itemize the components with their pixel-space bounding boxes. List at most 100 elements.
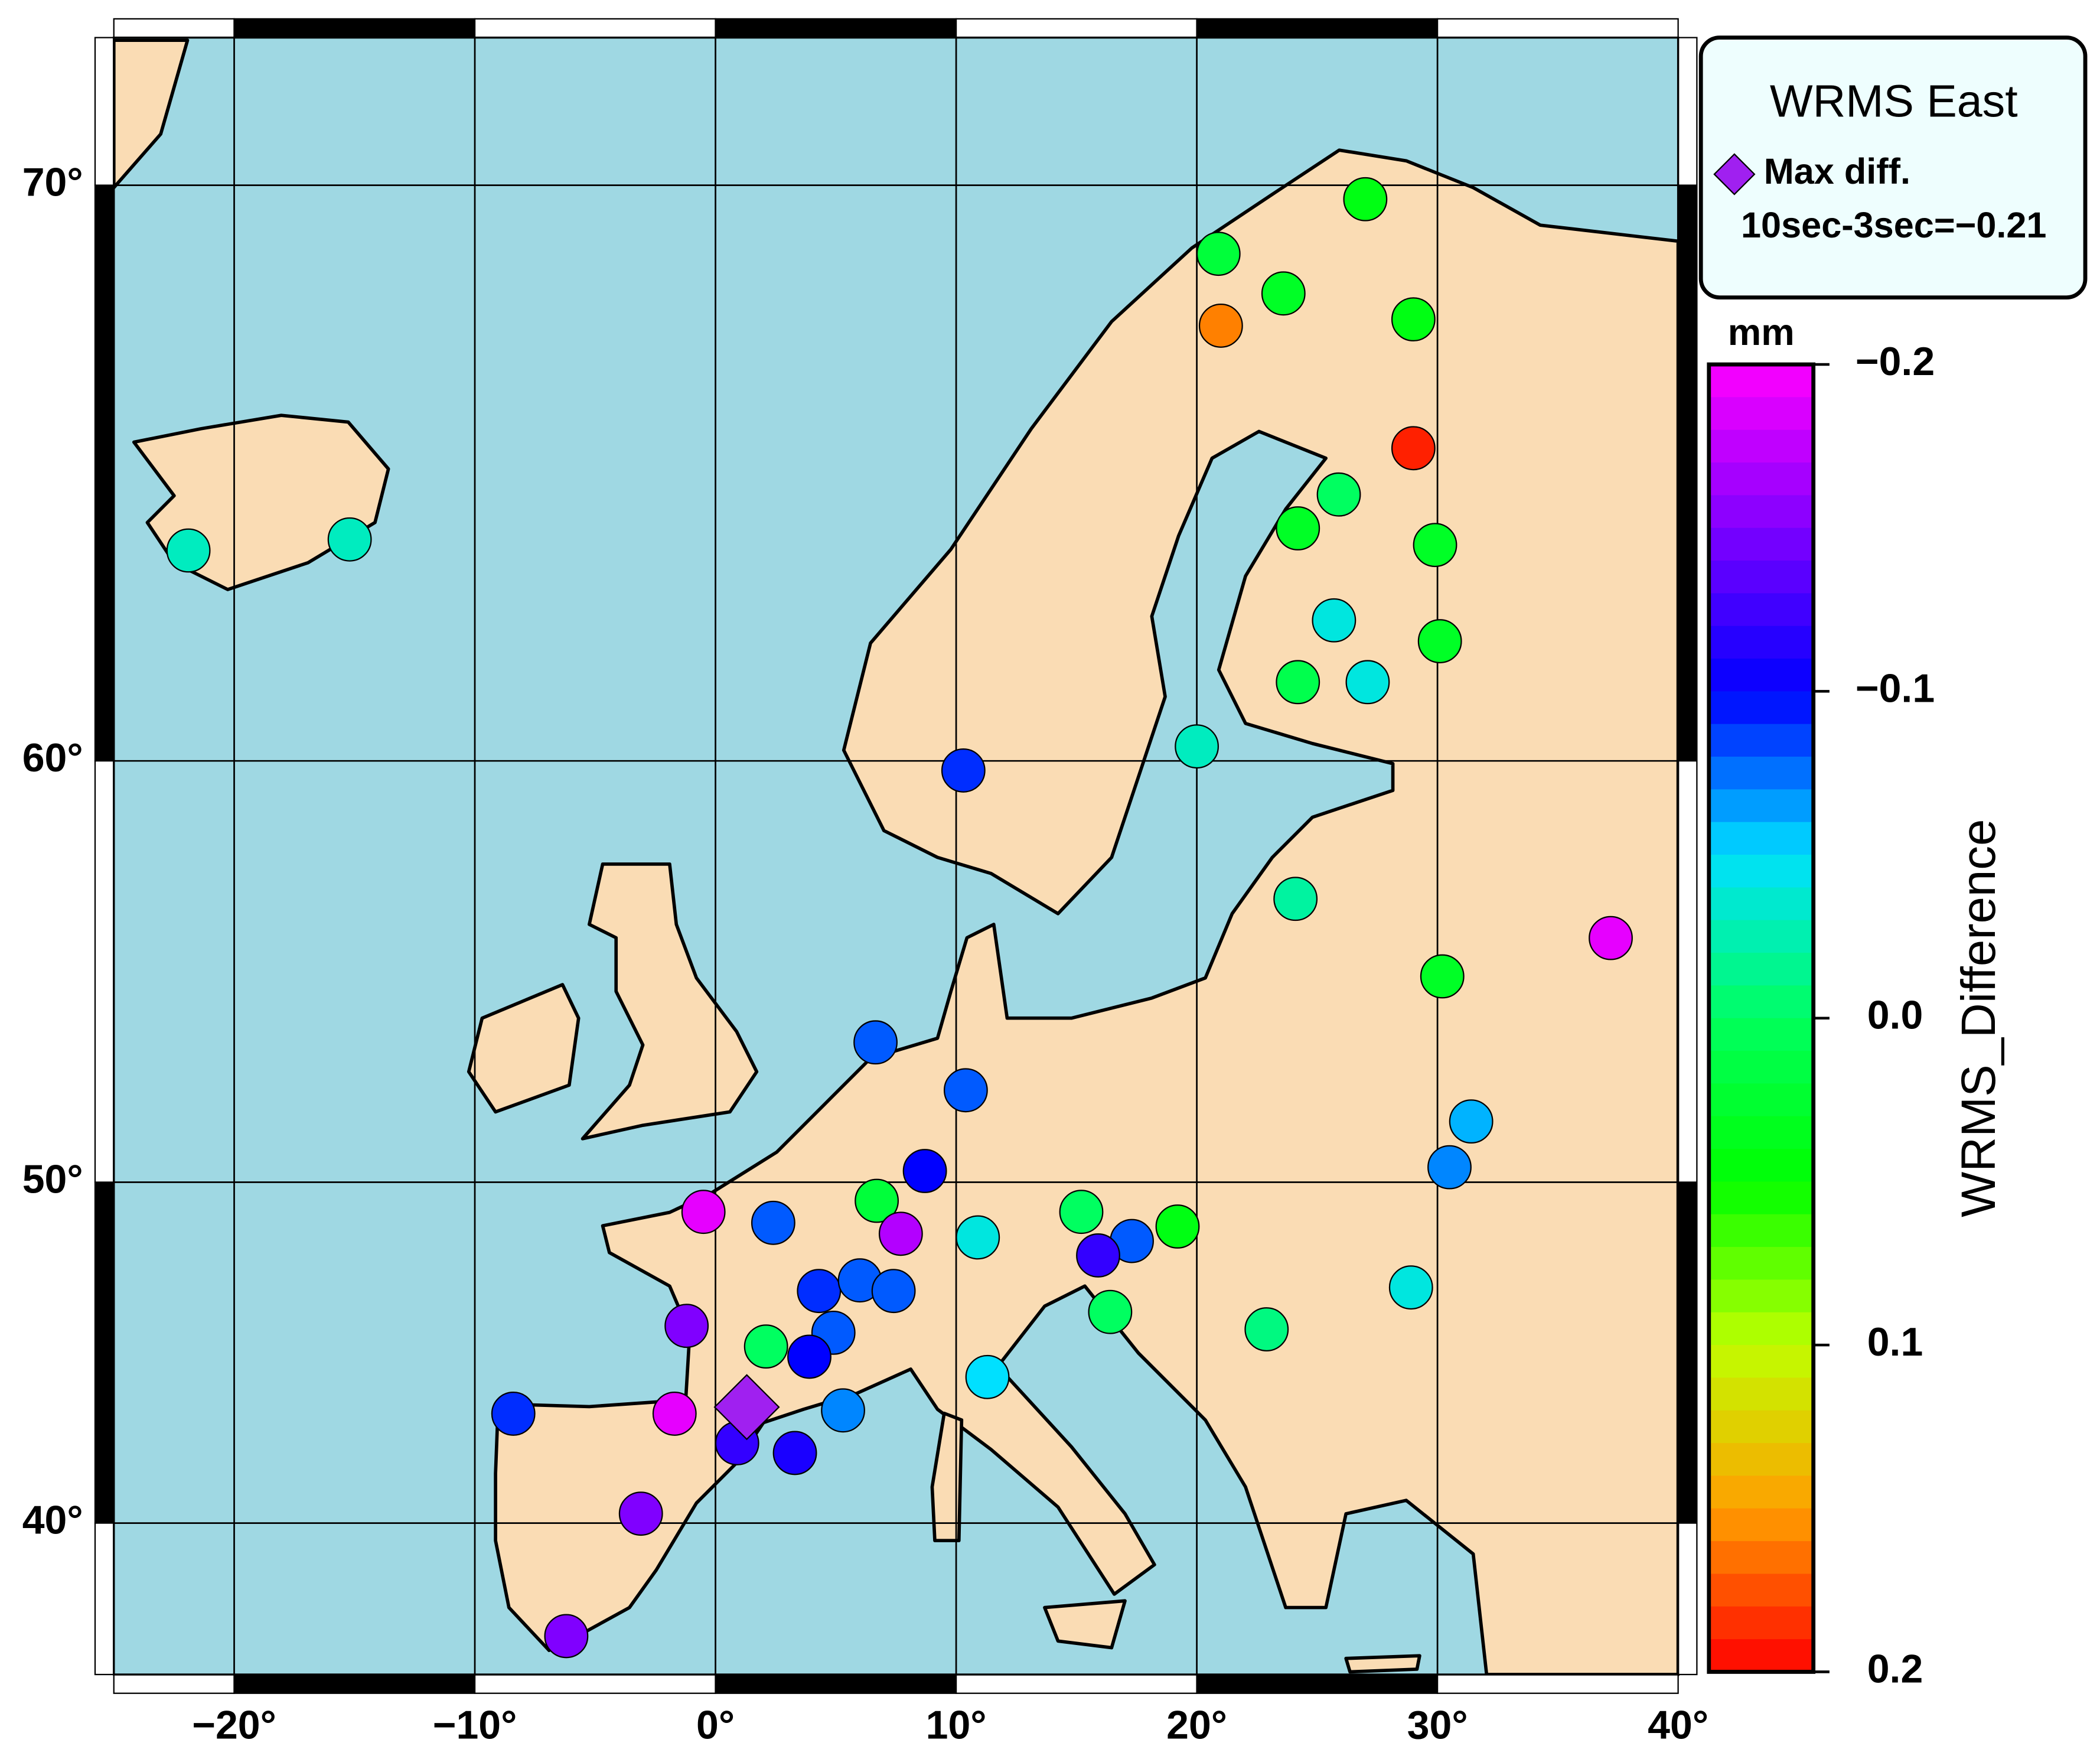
- station-marker: [1244, 1307, 1289, 1351]
- station-marker: [744, 1324, 788, 1369]
- frame-segment: [94, 1522, 115, 1676]
- frame-segment: [1677, 760, 1698, 1183]
- colorbar-band: [1708, 462, 1814, 496]
- colorbar-band: [1708, 429, 1814, 464]
- station-marker: [1413, 523, 1457, 568]
- colorbar-band: [1708, 822, 1814, 856]
- colorbar-band: [1708, 855, 1814, 888]
- colorbar-label: WRMS_Difference: [1952, 819, 2006, 1217]
- colorbar-tick-label: −0.2: [1856, 339, 1935, 384]
- land-sicily: [1043, 1599, 1127, 1650]
- station-marker: [965, 1354, 1010, 1399]
- x-tick-label: 10°: [926, 1703, 987, 1748]
- legend-marker: [1713, 153, 1756, 196]
- map-border: [113, 36, 1680, 1676]
- station-marker: [1198, 304, 1243, 348]
- frame-segment: [1677, 1522, 1698, 1676]
- x-tick-label: 30°: [1407, 1703, 1468, 1748]
- colorbar-band: [1708, 1639, 1814, 1673]
- y-tick-label: 60°: [22, 735, 83, 780]
- colorbar-band: [1708, 1410, 1814, 1444]
- x-tick-label: −20°: [192, 1703, 276, 1748]
- legend-label: Max diff.: [1764, 151, 1910, 191]
- station-marker: [1155, 1204, 1200, 1249]
- colorbar-tick-label: 0.1: [1867, 1320, 1923, 1364]
- x-tick-label: 20°: [1166, 1703, 1227, 1748]
- station-marker: [956, 1215, 1000, 1260]
- colorbar-band: [1708, 920, 1814, 954]
- station-marker: [1343, 177, 1388, 221]
- station-marker: [1388, 1265, 1433, 1310]
- frame-segment: [233, 18, 476, 38]
- station-marker: [1261, 271, 1306, 316]
- frame-segment: [113, 18, 235, 38]
- land-ireland: [467, 983, 581, 1114]
- x-tick-label: 0°: [696, 1703, 735, 1748]
- station-marker: [1276, 660, 1320, 705]
- station-marker: [1273, 877, 1318, 921]
- frame-segment: [955, 1673, 1198, 1694]
- colorbar-band: [1708, 1574, 1814, 1608]
- station-marker: [1449, 1099, 1494, 1144]
- station-marker: [166, 528, 211, 573]
- frame-segment: [715, 18, 957, 38]
- frame-segment: [1196, 1673, 1439, 1694]
- colorbar-band: [1708, 1508, 1814, 1542]
- frame-segment: [715, 1673, 957, 1694]
- legend-text: 10sec-3sec=−0.21: [1741, 205, 2046, 245]
- colorbar-band: [1708, 593, 1814, 627]
- frame-segment: [94, 1181, 115, 1524]
- station-marker: [1059, 1190, 1104, 1234]
- colorbar-band: [1708, 495, 1814, 529]
- station-marker: [772, 1431, 817, 1475]
- station-marker: [1276, 506, 1320, 550]
- frame-segment: [94, 760, 115, 1183]
- max-diff-marker: [713, 1374, 780, 1441]
- colorbar-band: [1708, 1475, 1814, 1510]
- station-marker: [871, 1269, 916, 1314]
- colorbar-band: [1708, 1018, 1814, 1052]
- colorbar-band: [1708, 527, 1814, 562]
- colorbar-tick-label: 0.2: [1867, 1646, 1923, 1691]
- colorbar-band: [1708, 1312, 1814, 1346]
- colorbar-band: [1708, 561, 1814, 594]
- station-marker: [853, 1020, 898, 1065]
- colorbar-band: [1708, 1116, 1814, 1150]
- station-marker: [1420, 954, 1465, 999]
- legend-box: [1698, 35, 2088, 300]
- station-marker: [1427, 1145, 1472, 1190]
- colorbar-band: [1708, 397, 1814, 431]
- frame-segment: [1196, 18, 1439, 38]
- station-marker: [652, 1392, 697, 1436]
- y-tick-label: 40°: [22, 1498, 83, 1543]
- colorbar-band: [1708, 985, 1814, 1019]
- frame-segment: [1436, 1673, 1679, 1694]
- frame-segment: [1677, 184, 1698, 762]
- station-marker: [1316, 472, 1361, 517]
- frame-segment: [94, 37, 115, 186]
- frame-segment: [233, 1673, 476, 1694]
- colorbar-band: [1708, 626, 1814, 660]
- frame-segment: [1677, 1181, 1698, 1524]
- y-tick-label: 70°: [22, 160, 83, 205]
- colorbar-band: [1708, 1377, 1814, 1412]
- frame-segment: [474, 1673, 716, 1694]
- land-continent: [494, 148, 1680, 1676]
- colorbar-band: [1708, 1541, 1814, 1575]
- station-marker: [943, 1068, 988, 1113]
- frame-segment: [474, 18, 716, 38]
- colorbar-band: [1708, 887, 1814, 921]
- colorbar-tick-label: 0.0: [1867, 993, 1923, 1038]
- station-marker: [664, 1304, 709, 1348]
- colorbar-band: [1708, 1149, 1814, 1183]
- station-marker: [1345, 660, 1390, 705]
- x-tick-label: 40°: [1648, 1703, 1708, 1748]
- station-marker: [681, 1190, 726, 1234]
- colorbar-band: [1708, 364, 1814, 398]
- station-marker: [327, 517, 372, 562]
- land-britain: [581, 862, 759, 1141]
- frame-segment: [1677, 37, 1698, 186]
- colorbar-band: [1708, 1181, 1814, 1216]
- colorbar-band: [1708, 757, 1814, 790]
